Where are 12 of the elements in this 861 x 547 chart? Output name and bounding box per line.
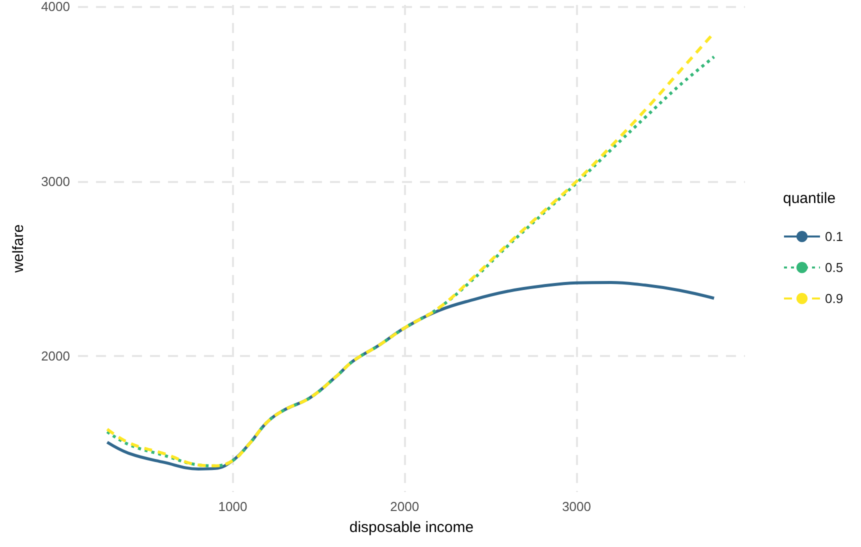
y-tick-label: 3000 — [41, 174, 70, 189]
x-axis-title: disposable income — [349, 519, 474, 536]
legend-label: 0.1 — [825, 229, 844, 244]
x-tick-label: 2000 — [390, 499, 420, 514]
y-tick-label: 4000 — [41, 0, 70, 14]
y-tick-label: 2000 — [41, 348, 70, 364]
y-axis-title: welfare — [10, 224, 27, 274]
legend-label: 0.5 — [825, 260, 844, 275]
x-tick-label: 1000 — [218, 499, 248, 514]
legend-label: 0.9 — [825, 291, 844, 306]
legend-title: quantile — [783, 190, 836, 207]
x-tick-label: 3000 — [562, 499, 591, 514]
